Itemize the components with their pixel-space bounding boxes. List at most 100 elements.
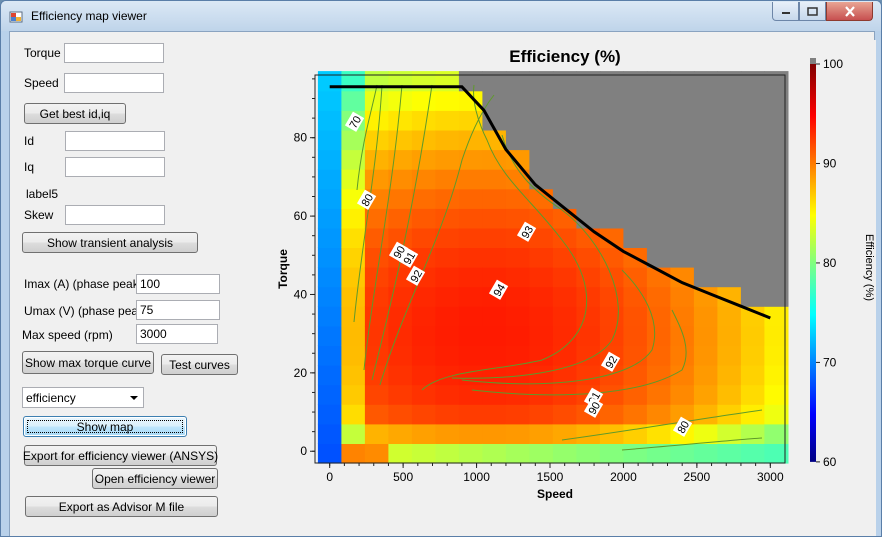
heatmap-cell: [623, 404, 648, 425]
heatmap-cell: [529, 365, 554, 386]
heatmap-cell: [505, 247, 530, 268]
heatmap-cell: [552, 90, 577, 111]
max-speed-input[interactable]: [136, 324, 218, 344]
heatmap-cell: [482, 149, 507, 170]
show-transient-analysis-button[interactable]: Show transient analysis: [22, 232, 198, 253]
torque-input[interactable]: [64, 43, 164, 63]
heatmap-cell: [529, 345, 554, 366]
export-advisor-button[interactable]: Export as Advisor M file: [25, 496, 218, 517]
contour-label: 91: [398, 247, 419, 268]
show-max-torque-curve-button[interactable]: Show max torque curve: [22, 351, 154, 374]
get-best-id-iq-button[interactable]: Get best id,iq: [24, 103, 126, 124]
maximize-button[interactable]: [799, 2, 826, 21]
heatmap-cell: [623, 90, 648, 111]
heatmap-cell: [670, 227, 695, 248]
contour-label-text: 70: [348, 114, 365, 131]
heatmap-cell: [646, 208, 671, 229]
heatmap-cell: [341, 247, 366, 268]
heatmap-cell: [364, 365, 389, 386]
heatmap-cell: [717, 325, 742, 346]
iq-label: Iq: [24, 160, 35, 174]
heatmap-cell: [740, 286, 765, 307]
heatmap-cell: [670, 110, 695, 131]
heatmap-cell: [317, 90, 342, 111]
heatmap-cell: [529, 267, 554, 288]
heatmap-cell: [317, 267, 342, 288]
umax-input[interactable]: [136, 300, 220, 320]
speed-label: Speed: [24, 76, 59, 90]
map-type-select[interactable]: efficiency: [22, 387, 144, 408]
heatmap-cell: [717, 71, 742, 92]
heatmap-cell: [646, 404, 671, 425]
heatmap-cell: [435, 169, 460, 190]
heatmap-cell: [576, 345, 601, 366]
heatmap-cell: [388, 423, 413, 444]
max-speed-label: Max speed (rpm): [22, 328, 113, 342]
minimize-button[interactable]: [772, 2, 799, 21]
show-map-button[interactable]: Show map: [23, 416, 187, 437]
imax-label: Imax (A) (phase peak): [24, 277, 143, 291]
heatmap-cell: [576, 90, 601, 111]
x-tick-label: 1500: [537, 470, 564, 484]
heatmap-cell: [717, 345, 742, 366]
heatmap-cell: [646, 188, 671, 209]
heatmap-cell: [364, 345, 389, 366]
id-input[interactable]: [65, 131, 165, 151]
heatmap-cell: [764, 365, 789, 386]
heatmap-cell: [388, 110, 413, 131]
contour-label-text: 93: [520, 224, 537, 241]
heatmap-cell: [458, 247, 483, 268]
imax-input[interactable]: [136, 274, 220, 294]
title-bar[interactable]: Efficiency map viewer: [1, 1, 881, 31]
heatmap-cell: [646, 227, 671, 248]
heatmap-cell: [740, 129, 765, 151]
contour-label: 90: [583, 397, 604, 418]
contour-label: 92: [600, 351, 621, 372]
heatmap-cell: [435, 90, 460, 111]
efficiency-chart[interactable]: 70 80 90 91 92 93 94 92 91 90 80 0 500 1000 1500 2000 25…: [262, 40, 876, 536]
heatmap-cell: [341, 423, 366, 444]
heatmap-cell: [576, 267, 601, 288]
heatmap-cell: [623, 227, 648, 248]
heatmap-cell: [693, 247, 718, 268]
heatmap-cell: [529, 306, 554, 327]
heatmap-cell: [482, 345, 507, 366]
heatmap-cell: [435, 345, 460, 366]
heatmap-cell: [317, 227, 342, 248]
heatmap-cell: [552, 227, 577, 248]
y-tick-label: 20: [294, 366, 308, 380]
heatmap-cell: [529, 110, 554, 131]
y-tick-label: 60: [294, 209, 308, 223]
heatmap-cell: [764, 247, 789, 268]
heatmap-cell: [388, 267, 413, 288]
open-efficiency-viewer-button[interactable]: Open efficiency viewer: [92, 468, 218, 489]
export-ansys-button[interactable]: Export for efficiency viewer (ANSYS): [23, 445, 218, 466]
y-axis-label: Torque: [276, 249, 290, 289]
heatmap-cell: [317, 384, 342, 405]
y-tick-label: 40: [294, 287, 308, 301]
heatmap-cell: [529, 247, 554, 268]
umax-label: Umax (V) (phase peak): [24, 304, 149, 318]
heatmap-cell: [435, 149, 460, 170]
close-button[interactable]: [826, 2, 873, 21]
heatmap-cell: [693, 188, 718, 209]
iq-input[interactable]: [65, 157, 165, 177]
heatmap-cell: [623, 208, 648, 229]
heatmap-cell: [482, 306, 507, 327]
heatmap-cell: [458, 286, 483, 307]
heatmap-cell: [764, 404, 789, 425]
heatmap-cell: [341, 404, 366, 425]
contour-label-text: 92: [409, 268, 426, 285]
test-curves-button[interactable]: Test curves: [161, 354, 238, 375]
x-axis-label: Speed: [537, 487, 573, 501]
skew-input[interactable]: [65, 205, 165, 225]
heatmap-cell: [670, 188, 695, 209]
heatmap-cell: [646, 365, 671, 386]
heatmap-cell: [740, 71, 765, 92]
heatmap-cell: [411, 247, 436, 268]
heatmap-cell: [341, 325, 366, 346]
heatmap-cell: [670, 149, 695, 170]
heatmap-cell: [411, 384, 436, 405]
speed-input[interactable]: [64, 73, 164, 93]
heatmap-cell: [670, 306, 695, 327]
